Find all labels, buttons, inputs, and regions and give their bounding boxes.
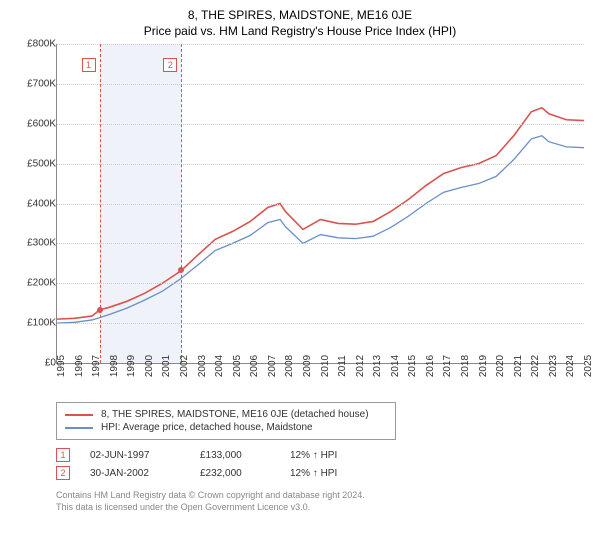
chart-container: 8, THE SPIRES, MAIDSTONE, ME16 0JE Price… [0, 0, 600, 560]
marker-line [181, 44, 182, 363]
series-line [57, 108, 584, 319]
x-tick-label: 2007 [267, 355, 278, 377]
legend-label: 8, THE SPIRES, MAIDSTONE, ME16 0JE (deta… [101, 409, 369, 420]
gridline-h [57, 44, 584, 45]
y-axis: £0£100K£200K£300K£400K£500K£600K£700K£80… [12, 44, 56, 364]
gridline-h [57, 243, 584, 244]
x-tick-label: 2017 [442, 355, 453, 377]
gridline-h [57, 164, 584, 165]
x-tick-label: 1998 [109, 355, 120, 377]
legend-label: HPI: Average price, detached house, Maid… [101, 422, 313, 433]
x-tick-label: 2002 [179, 355, 190, 377]
x-tick-label: 2024 [565, 355, 576, 377]
marker-dot [97, 307, 103, 313]
legend-row: HPI: Average price, detached house, Maid… [65, 422, 387, 433]
gridline-h [57, 124, 584, 125]
x-tick-label: 2004 [214, 355, 225, 377]
x-tick-label: 2015 [407, 355, 418, 377]
footer-attribution: Contains HM Land Registry data © Crown c… [56, 490, 588, 513]
chart-title: 8, THE SPIRES, MAIDSTONE, ME16 0JE [12, 8, 588, 22]
x-tick-label: 2001 [161, 355, 172, 377]
x-tick-label: 2020 [495, 355, 506, 377]
x-tick-label: 1997 [91, 355, 102, 377]
annotation-date: 02-JUN-1997 [90, 450, 200, 461]
marker-badge: 1 [82, 58, 96, 72]
y-tick-label: £200K [27, 278, 56, 289]
gridline-h [57, 204, 584, 205]
legend-row: 8, THE SPIRES, MAIDSTONE, ME16 0JE (deta… [65, 409, 387, 420]
x-tick-label: 2025 [583, 355, 594, 377]
legend-swatch [65, 414, 93, 416]
y-tick-label: £400K [27, 198, 56, 209]
x-tick-label: 1995 [56, 355, 67, 377]
y-tick-label: £700K [27, 78, 56, 89]
footer-line-2: This data is licensed under the Open Gov… [56, 502, 588, 514]
gridline-h [57, 84, 584, 85]
x-tick-label: 2013 [372, 355, 383, 377]
x-tick-label: 2023 [548, 355, 559, 377]
x-tick-label: 2008 [284, 355, 295, 377]
annotation-row: 1 02-JUN-1997£133,00012% ↑ HPI [56, 448, 588, 462]
gridline-h [57, 323, 584, 324]
x-tick-label: 2014 [390, 355, 401, 377]
x-tick-label: 2003 [197, 355, 208, 377]
chart-area: £0£100K£200K£300K£400K£500K£600K£700K£80… [12, 44, 588, 400]
x-tick-label: 2009 [302, 355, 313, 377]
marker-badge: 2 [163, 58, 177, 72]
annotation-badge: 1 [56, 448, 70, 462]
plot-area: 12 [56, 44, 584, 364]
annotation-row: 2 30-JAN-2002£232,00012% ↑ HPI [56, 466, 588, 480]
y-tick-label: £600K [27, 118, 56, 129]
x-tick-label: 2021 [513, 355, 524, 377]
y-tick-label: £800K [27, 39, 56, 50]
x-tick-label: 2016 [425, 355, 436, 377]
y-tick-label: £500K [27, 158, 56, 169]
y-tick-label: £0 [45, 358, 56, 369]
annotation-price: £232,000 [200, 468, 290, 479]
marker-line [100, 44, 101, 363]
x-tick-label: 1999 [126, 355, 137, 377]
annotation-table: 1 02-JUN-1997£133,00012% ↑ HPI 2 30-JAN-200… [56, 448, 588, 480]
annotation-hpi: 12% ↑ HPI [290, 450, 380, 461]
marker-dot [178, 267, 184, 273]
annotation-hpi: 12% ↑ HPI [290, 468, 380, 479]
x-tick-label: 2005 [232, 355, 243, 377]
x-tick-label: 1996 [74, 355, 85, 377]
x-tick-label: 2019 [478, 355, 489, 377]
annotation-badge: 2 [56, 466, 70, 480]
legend-swatch [65, 427, 93, 429]
legend-box: 8, THE SPIRES, MAIDSTONE, ME16 0JE (deta… [56, 402, 396, 440]
x-tick-label: 2022 [530, 355, 541, 377]
x-tick-label: 2010 [320, 355, 331, 377]
x-tick-label: 2011 [337, 355, 348, 377]
y-tick-label: £100K [27, 318, 56, 329]
x-tick-label: 2000 [144, 355, 155, 377]
x-axis: 1995199619971998199920002001200220032004… [56, 364, 584, 400]
x-tick-label: 2012 [355, 355, 366, 377]
gridline-h [57, 283, 584, 284]
annotation-price: £133,000 [200, 450, 290, 461]
x-tick-label: 2006 [249, 355, 260, 377]
x-tick-label: 2018 [460, 355, 471, 377]
y-tick-label: £300K [27, 238, 56, 249]
annotation-date: 30-JAN-2002 [90, 468, 200, 479]
chart-subtitle: Price paid vs. HM Land Registry's House … [12, 24, 588, 38]
footer-line-1: Contains HM Land Registry data © Crown c… [56, 490, 588, 502]
